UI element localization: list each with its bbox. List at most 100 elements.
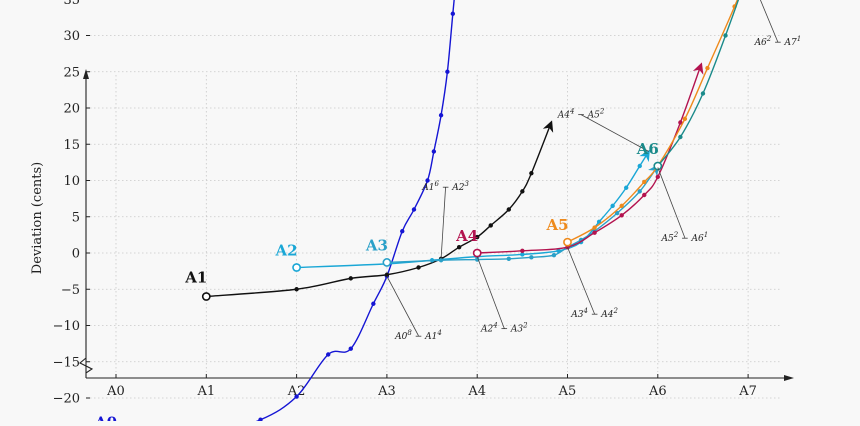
annotation-superscript: 2 [673,231,679,239]
data-point [348,276,353,281]
data-point [258,417,263,422]
axes: A0A1A2A3A4A5A6A7−25−20−15−10−50510152025… [53,0,794,407]
series-label-A5: A5 [545,216,568,234]
series-label-A0: A0 [94,414,117,422]
series-label-A1: A1 [184,269,207,287]
annotation-leader [476,256,505,329]
data-point [348,346,353,351]
data-point [450,11,456,16]
annotation-text: A1 [421,183,434,193]
data-point [294,394,299,399]
y-tick-label: −10 [53,319,80,334]
y-axis-line [79,71,94,378]
start-marker-A2 [292,263,301,272]
annotation-text: A5 [661,234,674,244]
x-tick-label: A7 [738,384,757,399]
annotation-text: A0 [394,332,407,342]
data-point [416,265,421,270]
data-point [425,178,430,183]
x-tick-label: A6 [648,384,667,399]
data-point [431,149,437,154]
y-tick-label: 15 [63,138,80,153]
annotation-superscript: 1 [797,35,801,43]
data-point [637,163,642,169]
annotation-text: − A6 [678,234,704,244]
series-line-A4 [477,62,704,254]
x-tick-label: A2 [287,384,306,399]
data-point [592,230,597,235]
start-marker-A5 [563,237,572,247]
annotation-superscript: 4 [582,307,587,315]
annotation-text: A4 [557,111,570,121]
annotation-text: A6 [754,38,767,48]
data-point [529,171,534,176]
data-point [294,287,299,292]
annotation-label: A08 − A14 [394,329,442,342]
annotation-text: − A7 [771,38,797,48]
annotation-label: A62 − A71 [754,35,802,48]
data-point [655,174,660,180]
y-tick-label: −20 [53,392,80,407]
annotation-superscript: 3 [464,180,469,188]
x-tick-label: A0 [106,384,125,399]
annotation-text: − A2 [439,183,465,193]
data-point [619,203,624,209]
annotation-superscript: 4 [492,322,497,330]
annotation-superscript: 2 [599,108,605,116]
x-tick-label: A1 [196,384,215,399]
data-point [592,225,597,230]
y-tick-label: −5 [61,283,80,298]
start-marker-A6 [653,161,663,171]
series-line-A3 [386,164,660,264]
data-point [475,234,480,240]
series-line-A0 [242,0,455,426]
data-point [400,229,405,234]
y-tick-label: 35 [63,0,80,8]
x-tick-label: A4 [467,384,486,399]
annotation-leader [386,276,419,336]
data-point [326,352,331,357]
annotation-superscript: 6 [434,180,439,188]
data-point [520,252,525,257]
series-line-A1 [206,120,554,298]
annotation-superscript: 4 [569,108,574,116]
data-point [411,207,417,212]
y-tick-label: 30 [63,29,80,44]
data-point [520,248,525,254]
data-point [642,179,647,185]
annotation-text: − A1 [412,332,438,342]
annotation-text: − A5 [574,111,600,121]
series-line-A6 [657,0,740,167]
annotation-leader [657,167,686,239]
annotation-leader [580,114,649,152]
data-point [506,207,512,212]
data-point [506,256,512,261]
annotation-label: A44 − A52 [557,108,605,121]
series-line-A5 [567,0,739,243]
data-point [723,33,728,38]
series-label-A6: A6 [636,140,659,158]
series-label-A2: A2 [275,242,298,260]
annotation-text: − A3 [498,325,524,335]
start-marker-A1 [201,292,211,301]
annotation-label: A24 − A32 [480,322,528,335]
y-tick-label: 5 [72,210,80,225]
y-tick-label: 25 [63,65,80,80]
y-tick-label: 20 [63,102,80,117]
data-point [551,252,557,258]
annotation-text: A2 [480,325,493,335]
data-point [488,223,493,228]
x-axis-arrow [784,375,794,381]
data-point [619,213,624,218]
y-tick-label: −15 [53,355,80,370]
annotation-superscript: 1 [704,231,708,239]
annotation-superscript: 2 [766,35,772,43]
data-point [623,185,629,190]
data-point [682,116,688,122]
start-marker-A4 [472,248,482,258]
annotation-leader [760,0,779,43]
y-tick-label: 0 [72,247,80,262]
data-point [678,120,683,125]
